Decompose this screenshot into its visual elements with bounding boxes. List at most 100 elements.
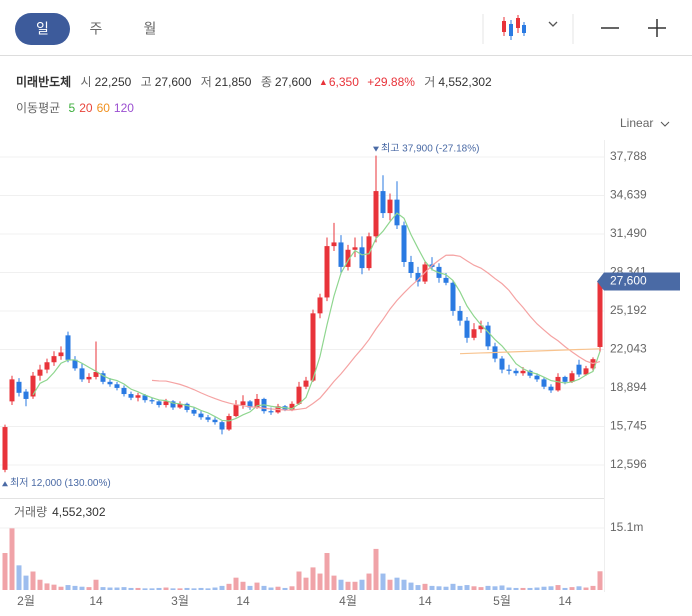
candle-body (548, 386, 554, 391)
candle-body (485, 325, 491, 347)
candle-body (506, 369, 512, 371)
volume-bar (352, 581, 358, 590)
candle-body (471, 329, 477, 338)
volume-bar (520, 587, 526, 590)
candle-body (86, 376, 92, 380)
candle-body (93, 372, 99, 377)
volume-bar (296, 571, 302, 590)
volume-bar (198, 587, 204, 590)
tab[interactable]: 월 (144, 21, 157, 37)
volume-bar (219, 585, 225, 590)
y-tick-label: 15,745 (610, 419, 647, 433)
zoom-in[interactable] (648, 19, 666, 37)
volume-bar (338, 579, 344, 590)
volume-bar (65, 585, 71, 590)
tab-active-bg[interactable] (15, 13, 70, 45)
info-value: 22,250 (95, 75, 132, 89)
scale-label[interactable]: Linear (620, 116, 653, 130)
tab[interactable]: 일 (36, 21, 49, 37)
volume-bar (548, 586, 554, 590)
tab[interactable]: 주 (90, 21, 103, 37)
price-tag-label: 27,600 (610, 274, 647, 288)
y-tick-label: 12,596 (610, 457, 647, 471)
candle-body (9, 379, 15, 402)
candle-body (513, 370, 519, 374)
candle-body (254, 398, 260, 408)
volume-bar (583, 587, 589, 590)
candle-body (184, 403, 190, 410)
volume-bar (373, 548, 379, 590)
x-tick-label: 2월 (17, 594, 35, 608)
candle-body (464, 320, 470, 338)
volume-bar (107, 587, 113, 590)
ma-legend-item: 5 (69, 101, 76, 115)
volume-bar (443, 586, 449, 590)
candle-body (30, 375, 36, 397)
candle-icon[interactable] (502, 15, 526, 40)
volume-bar (506, 587, 512, 590)
volume-bar (450, 583, 456, 590)
candle-body (51, 356, 57, 363)
candle-body (128, 394, 134, 398)
info-label: 종 (261, 75, 272, 89)
volume-bar (597, 571, 603, 590)
candle-body (44, 362, 50, 370)
volume-bar (30, 571, 36, 590)
scale-chevron[interactable] (660, 121, 670, 127)
volume-bar (128, 587, 134, 590)
candle-body (331, 242, 337, 247)
y-tick-label: 15.1m (610, 520, 643, 534)
candle-body (450, 282, 456, 311)
dropdown-chevron[interactable] (548, 21, 558, 27)
candle-body (555, 376, 561, 391)
candle-body (177, 403, 183, 408)
volume-bar (79, 586, 85, 590)
volume-bar (324, 553, 330, 590)
volume-bar (247, 585, 253, 590)
x-tick-label: 14 (418, 594, 432, 608)
volume-bar (23, 575, 29, 590)
candle-body (135, 395, 141, 398)
ma-line (32, 212, 601, 422)
candle-body (569, 373, 575, 382)
y-tick-label: 18,894 (610, 380, 647, 394)
y-tick-label: 31,490 (610, 226, 647, 240)
volume-bar (163, 587, 169, 590)
change-pct: +29.88% (367, 75, 415, 89)
candle-body (380, 191, 386, 214)
volume-bar (86, 587, 92, 590)
candle-body (191, 409, 197, 414)
info-value: 21,850 (215, 75, 252, 89)
y-tick-label: 37,788 (610, 149, 647, 163)
volume-bar (121, 587, 127, 590)
volume-bar (457, 585, 463, 590)
info-label: 고 (141, 75, 152, 89)
volume-bar (541, 586, 547, 590)
volume-bar (303, 577, 309, 590)
candle-body (303, 380, 309, 387)
candle-body (359, 247, 365, 269)
ma-legend: 이동평균 5 20 60 120 (16, 101, 134, 115)
volume-bar (261, 585, 267, 590)
volume-bar (555, 585, 561, 590)
volume-bar (471, 586, 477, 590)
x-tick-label: 14 (89, 594, 103, 608)
low-marker (2, 481, 8, 487)
ma-legend-title: 이동평균 (16, 101, 60, 115)
up-arrow: ▲ (319, 77, 328, 87)
candle-body (576, 364, 582, 375)
volume-bar (212, 587, 218, 590)
volume-title-label: 거래량 (14, 505, 47, 519)
volume-bar (569, 587, 575, 590)
x-tick-label: 14 (236, 594, 250, 608)
volume-bar (282, 587, 288, 590)
volume-bar (93, 579, 99, 590)
candle-body (2, 427, 8, 470)
candle-body (562, 376, 568, 382)
candle-body (345, 249, 351, 267)
candle-body (597, 281, 603, 347)
volume-bar (499, 585, 505, 590)
candle-body (415, 272, 421, 282)
volume-bar (401, 579, 407, 590)
